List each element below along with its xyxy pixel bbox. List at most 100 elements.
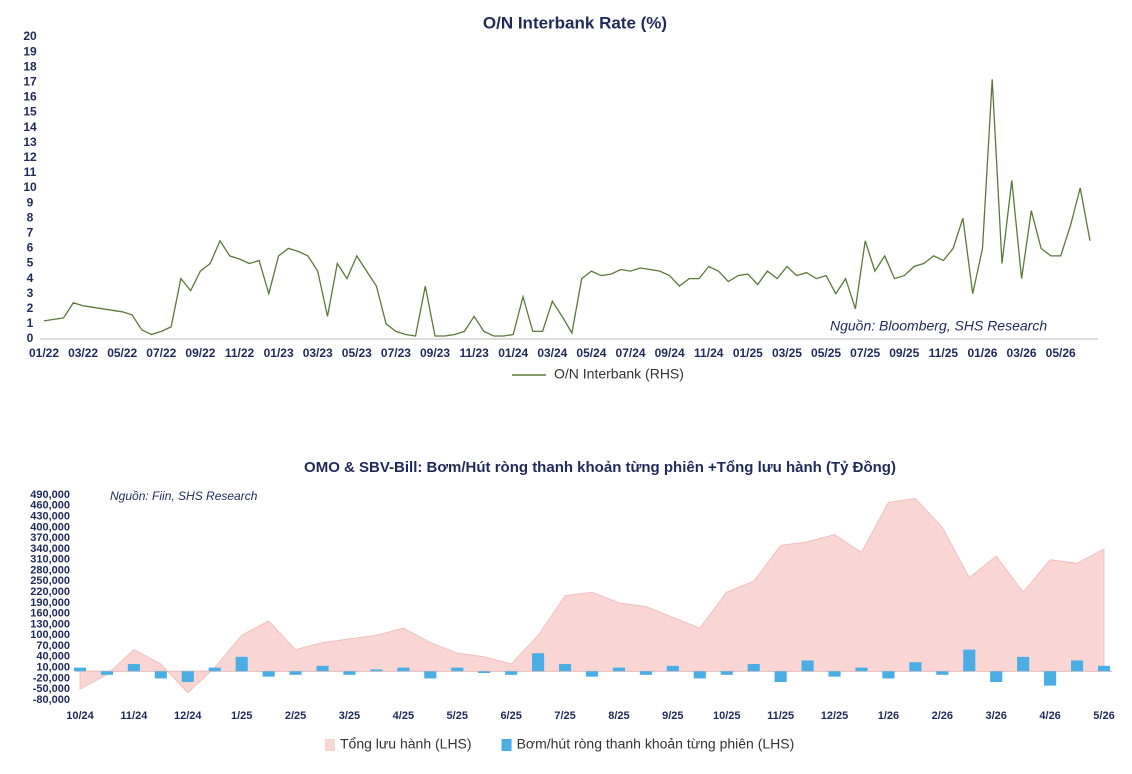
x-tick-label: 10/25 — [713, 710, 741, 722]
y-tick-label: 3 — [27, 286, 34, 300]
y-tick-label: 15 — [23, 105, 37, 119]
bar — [828, 671, 841, 677]
x-tick-label: 7/25 — [554, 710, 575, 722]
y-tick-label: 430,000 — [30, 510, 70, 522]
x-tick-label: 11/24 — [120, 710, 148, 722]
x-tick-label: 09/23 — [420, 346, 450, 360]
bar — [882, 671, 895, 679]
y-tick-label: 340,000 — [30, 543, 70, 555]
bar — [316, 665, 329, 672]
bar — [585, 671, 599, 677]
x-tick-label: 01/23 — [264, 346, 294, 360]
y-tick-label: 190,000 — [30, 597, 70, 609]
y-tick-label: 160,000 — [30, 608, 70, 620]
x-tick-label: 03/26 — [1007, 346, 1037, 360]
bar — [127, 664, 140, 672]
y-tick-label: 400,000 — [30, 521, 70, 533]
y-tick-label: -20,000 — [33, 672, 70, 684]
y-tick-label: 13 — [23, 135, 37, 149]
x-tick-label: 05/24 — [576, 346, 606, 360]
chart-title: O/N Interbank Rate (%) — [483, 13, 667, 32]
bar — [424, 671, 437, 679]
y-tick-label: 0 — [27, 331, 34, 345]
y-tick-label: 14 — [23, 120, 37, 134]
x-tick-label: 09/22 — [185, 346, 215, 360]
y-tick-label: 1 — [27, 316, 34, 330]
y-tick-label: 70,000 — [36, 640, 70, 652]
y-tick-label: 220,000 — [30, 586, 70, 598]
y-tick-label: -80,000 — [33, 694, 70, 706]
bar — [235, 656, 248, 672]
bar — [451, 667, 464, 672]
legend-label: Bơm/hút ròng thanh khoản từng phiên (LHS… — [517, 736, 795, 752]
bar — [666, 665, 679, 672]
x-tick-label: 8/25 — [608, 710, 629, 722]
bar — [720, 671, 733, 675]
x-tick-label: 2/26 — [932, 710, 953, 722]
y-tick-label: 19 — [23, 44, 37, 58]
x-tick-label: 11/23 — [459, 346, 489, 360]
y-tick-label: 370,000 — [30, 532, 70, 544]
x-tick-label: 9/25 — [662, 710, 683, 722]
x-tick-label: 11/25 — [767, 710, 794, 722]
bar — [289, 671, 302, 675]
bar — [936, 671, 949, 675]
x-tick-label: 05/22 — [107, 346, 137, 360]
x-tick-label: 11/24 — [694, 346, 724, 360]
legend-swatch — [325, 739, 335, 751]
y-tick-label: 490,000 — [30, 489, 70, 501]
legend-label: Tổng lưu hành (LHS) — [340, 736, 472, 752]
bar — [747, 664, 760, 672]
x-tick-label: 3/25 — [339, 710, 360, 722]
legend-label: O/N Interbank (RHS) — [554, 366, 684, 382]
legend-swatch — [501, 739, 512, 751]
x-tick-label: 01/24 — [498, 346, 528, 360]
x-tick-label: 03/24 — [537, 346, 567, 360]
y-tick-label: 100,000 — [30, 629, 70, 641]
y-tick-label: 11 — [24, 165, 37, 179]
bar — [397, 667, 410, 672]
y-tick-label: 10 — [23, 180, 37, 194]
bar — [100, 671, 114, 675]
x-tick-label: 05/26 — [1046, 346, 1076, 360]
bar — [1070, 660, 1084, 672]
y-tick-label: 250,000 — [30, 575, 70, 587]
x-tick-label: 5/25 — [447, 710, 468, 722]
bar — [343, 671, 356, 675]
series-line — [43, 79, 1091, 337]
x-tick-label: 12/25 — [821, 710, 849, 722]
x-tick-label: 12/24 — [174, 710, 202, 722]
x-tick-label: 07/24 — [616, 346, 646, 360]
bar — [774, 671, 787, 683]
y-tick-label: 310,000 — [30, 554, 70, 566]
y-tick-label: 6 — [27, 241, 34, 255]
x-tick-label: 09/25 — [889, 346, 919, 360]
y-tick-label: 16 — [23, 90, 37, 104]
x-tick-label: 07/23 — [381, 346, 411, 360]
series-area — [79, 498, 1105, 694]
x-tick-label: 1/26 — [878, 710, 899, 722]
bar — [693, 671, 706, 679]
y-tick-label: 130,000 — [30, 618, 70, 630]
bar — [478, 671, 491, 674]
bar — [505, 671, 518, 675]
y-tick-label: 5 — [27, 256, 34, 270]
x-tick-label: 01/26 — [967, 346, 997, 360]
x-tick-label: 09/24 — [655, 346, 685, 360]
bar — [262, 671, 275, 677]
x-tick-label: 01/22 — [29, 346, 59, 360]
y-tick-label: 17 — [23, 74, 37, 88]
x-tick-label: 2/25 — [285, 710, 306, 722]
x-tick-label: 10/24 — [66, 710, 94, 722]
x-tick-label: 4/26 — [1039, 710, 1060, 722]
bar — [370, 669, 383, 672]
y-tick-label: 12 — [23, 150, 37, 164]
y-tick-label: 8 — [27, 210, 34, 224]
y-tick-label: -50,000 — [33, 683, 70, 695]
y-tick-label: 9 — [27, 195, 34, 209]
bar — [1044, 671, 1057, 686]
y-tick-label: 7 — [27, 225, 34, 239]
bar — [181, 671, 194, 683]
bar — [639, 671, 652, 675]
